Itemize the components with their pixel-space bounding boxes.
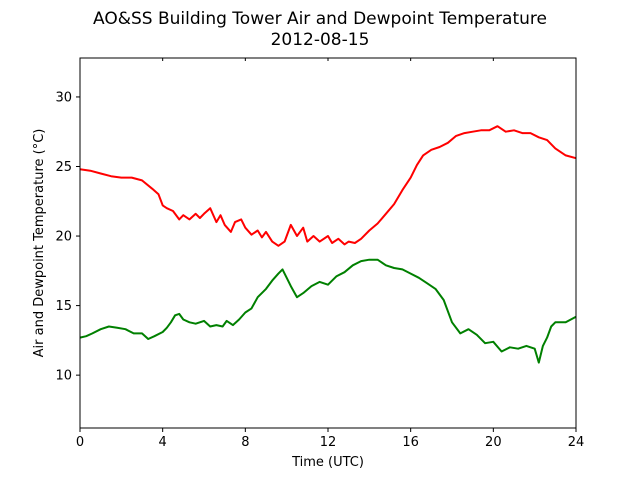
plot-frame [79, 57, 577, 429]
chart-title: AO&SS Building Tower Air and Dewpoint Te… [93, 9, 547, 29]
x-tick-label: 0 [76, 435, 84, 450]
x-tick-label: 24 [568, 435, 585, 450]
x-tick-label: 12 [320, 435, 337, 450]
series-layer [79, 125, 577, 364]
x-axis-label: Time (UTC) [291, 455, 364, 470]
y-tick-label: 10 [55, 369, 72, 384]
y-tick-label: 30 [55, 90, 72, 105]
x-tick-label: 8 [241, 435, 249, 450]
series-line-2 [79, 258, 577, 364]
chart-subtitle: 2012-08-15 [271, 30, 370, 50]
y-tick-label: 25 [55, 160, 72, 175]
y-tick-label: 20 [55, 230, 72, 245]
x-tick-label: 16 [402, 435, 419, 450]
series-line-1 [79, 125, 577, 247]
y-tick-label: 15 [55, 299, 72, 314]
x-tick-label: 20 [485, 435, 502, 450]
ticks-layer: 0 4 8 12 16 20 24 10 15 20 25 30 [55, 58, 584, 450]
x-tick-label: 4 [159, 435, 167, 450]
y-axis-label: Air and Dewpoint Temperature (°C) [32, 129, 47, 358]
